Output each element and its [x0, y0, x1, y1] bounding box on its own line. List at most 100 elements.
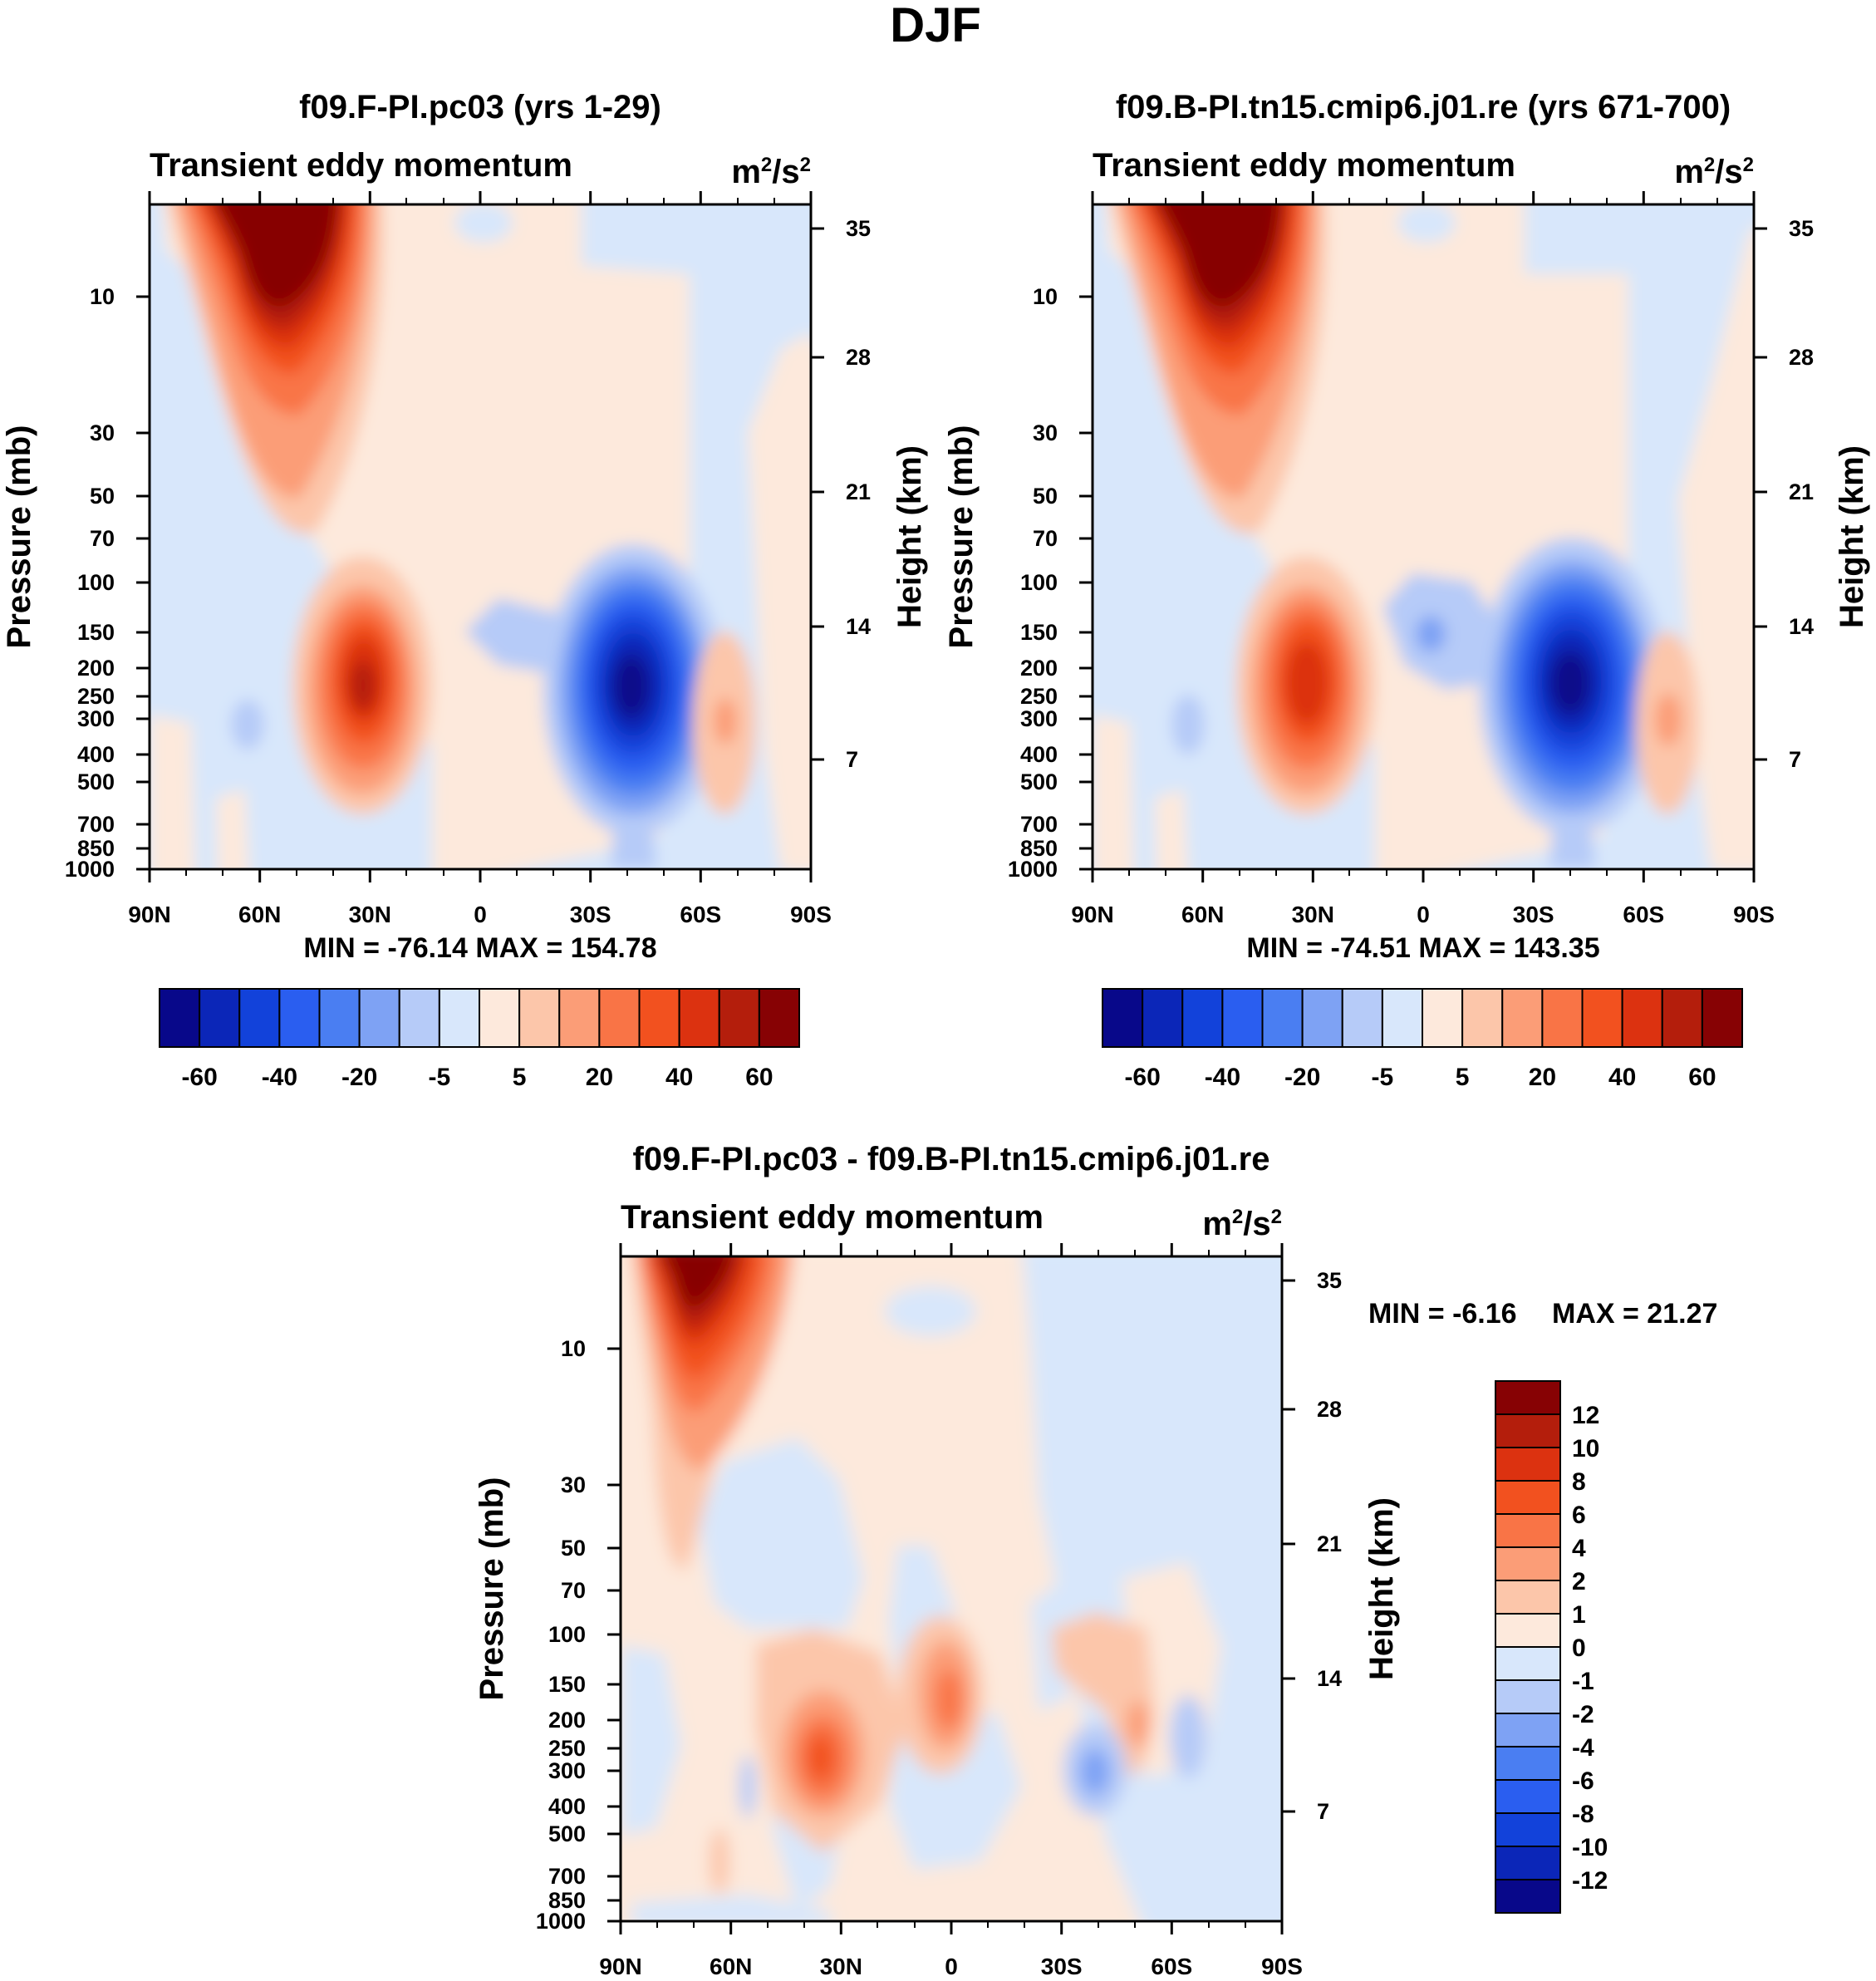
x-tick-labels: 90N 60N 30N 0 30S 60S 90S	[599, 1954, 1303, 1979]
contour-region	[1285, 641, 1328, 725]
colorbar-swatch	[1495, 1546, 1561, 1581]
colorbar-swatch	[718, 988, 760, 1048]
y-tick-label: 1000	[1008, 857, 1058, 882]
colorbar-label: 40	[1608, 1064, 1636, 1091]
colorbar-swatch	[678, 988, 720, 1048]
y-tick-label: 10	[1033, 284, 1058, 309]
x-tick-label: 60S	[1623, 902, 1664, 927]
contour-region	[631, 1895, 831, 1921]
contour-region	[808, 1734, 834, 1781]
x-tick-label: 90N	[599, 1954, 641, 1979]
colorbar-swatch	[318, 988, 361, 1048]
y-right-axis-label: Height (km)	[1834, 445, 1870, 628]
colorbar-label: -6	[1572, 1767, 1594, 1795]
contour-region	[710, 1828, 729, 1895]
colorbar-label: -12	[1572, 1867, 1608, 1895]
contour-field	[1093, 204, 1754, 869]
colorbar-swatch	[1621, 988, 1663, 1048]
y-right-tick-label: 28	[1789, 345, 1814, 370]
y-tick-label: 50	[561, 1536, 586, 1561]
panel-title: f09.B-PI.tn15.cmip6.j01.re (yrs 671-700)	[1116, 89, 1731, 125]
y-tick-label: 10	[90, 284, 115, 309]
contour-region	[665, 1256, 733, 1309]
y-right-axis-label: Height (km)	[1363, 1497, 1400, 1680]
x-tick-label: 60N	[1181, 902, 1224, 927]
contour-field	[621, 1256, 1282, 1921]
contour-region	[885, 1286, 976, 1336]
x-tick-label: 90N	[1071, 902, 1113, 927]
y-tick-label: 30	[1033, 420, 1058, 445]
contour-region	[1155, 789, 1188, 869]
colorbar-label: -40	[1205, 1064, 1240, 1091]
contour-region	[1093, 715, 1134, 869]
colorbar-swatch	[1495, 1746, 1561, 1781]
contour-region	[150, 715, 195, 869]
units-label: m2/s2	[1674, 154, 1754, 190]
y-axis-label: Pressure (mb)	[943, 425, 980, 649]
panel-title: f09.F-PI.pc03 - f09.B-PI.tn15.cmip6.j01.…	[633, 1141, 1270, 1177]
max-stat: MAX = 21.27	[1552, 1298, 1717, 1330]
units-label: m2/s2	[1202, 1206, 1282, 1242]
plot-frame	[607, 1243, 1295, 1934]
contour-region	[1080, 1748, 1110, 1795]
colorbar-label: -60	[181, 1064, 217, 1091]
x-tick-labels: 90N 60N 30N 0 30S 60S 90S	[128, 902, 832, 927]
colorbar-swatch	[1495, 1679, 1561, 1714]
colorbar-swatch	[1341, 988, 1383, 1048]
min-stat: MIN = -6.16	[1368, 1298, 1517, 1330]
colorbar-swatch	[518, 988, 561, 1048]
colorbar-swatch	[1495, 1646, 1561, 1681]
colorbar-swatch	[1701, 988, 1743, 1048]
colorbar-swatch	[638, 988, 680, 1048]
colorbar-swatch	[1541, 988, 1584, 1048]
contour-region	[621, 1645, 681, 1836]
colorbar-swatch	[159, 988, 201, 1048]
colorbar: -60 -40 -20 -5 5 20 40 60	[1102, 988, 1743, 1091]
y-right-tick-label: 21	[1317, 1531, 1342, 1556]
colorbar-label: 60	[745, 1064, 773, 1091]
colorbar-swatch	[1661, 988, 1703, 1048]
y-tick-label: 200	[548, 1708, 586, 1733]
contour-region	[454, 204, 513, 243]
y-tick-label: 850	[77, 836, 115, 861]
y-tick-label: 200	[77, 656, 115, 681]
colorbar-swatch	[278, 988, 321, 1048]
colorbar-swatch	[1495, 1480, 1561, 1515]
y-tick-label: 250	[1020, 684, 1058, 709]
colorbar-swatch	[558, 988, 601, 1048]
y-tick-label: 400	[1020, 742, 1058, 767]
y-tick-label: 300	[77, 706, 115, 731]
x-tick-label: 30S	[1513, 902, 1554, 927]
y-tick-label: 500	[77, 769, 115, 794]
colorbar-label: 5	[513, 1064, 527, 1091]
y-right-tick-label: 7	[1789, 747, 1801, 772]
contour-region	[1416, 616, 1446, 652]
x-tick-label: 0	[474, 902, 487, 927]
y-right-tick-label: 28	[846, 345, 871, 370]
y-axis-label: Pressure (mb)	[1, 425, 37, 649]
y-tick-label: 700	[548, 1864, 586, 1889]
colorbar-label: 6	[1572, 1502, 1586, 1529]
y-right-axis-label: Height (km)	[891, 445, 928, 628]
y-tick-label: 70	[90, 526, 115, 551]
colorbar-swatch	[1102, 988, 1144, 1048]
y-tick-labels: 10 30 50 70 100 150 200 250 300 400 500 …	[1008, 284, 1058, 882]
colorbar-label: 5	[1456, 1064, 1470, 1091]
y-right-tick-labels: 35 28 21 14 7	[1317, 1268, 1342, 1824]
colorbar-swatch	[758, 988, 800, 1048]
colorbar-swatch	[1142, 988, 1184, 1048]
y-right-tick-label: 21	[1789, 479, 1814, 504]
colorbar-label: -1	[1572, 1668, 1594, 1695]
panel-title: f09.F-PI.pc03 (yrs 1-29)	[299, 89, 661, 125]
colorbar-swatch	[1461, 988, 1504, 1048]
colorbar-label: -2	[1572, 1701, 1594, 1728]
x-tick-label: 60N	[238, 902, 281, 927]
y-tick-label: 150	[548, 1672, 586, 1697]
x-tick-label: 30N	[820, 1954, 862, 1979]
colorbar-swatch	[479, 988, 521, 1048]
units-label: m2/s2	[731, 154, 811, 190]
y-tick-label: 300	[1020, 706, 1058, 731]
y-right-tick-label: 35	[1317, 1268, 1342, 1293]
